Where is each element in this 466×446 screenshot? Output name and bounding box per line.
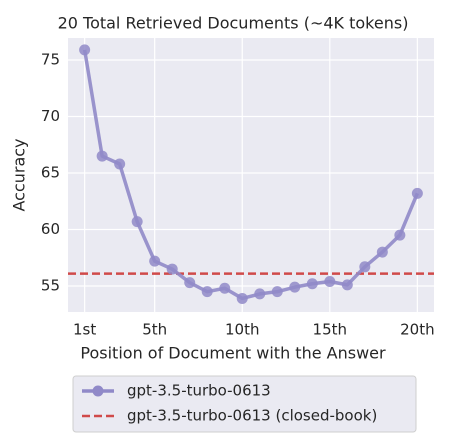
- point: [271, 286, 283, 298]
- legend: [72, 375, 417, 433]
- x-tick-label: 15th: [313, 321, 347, 339]
- point: [201, 286, 213, 298]
- point: [394, 229, 406, 241]
- point: [289, 281, 301, 293]
- legend-swatch: [92, 385, 104, 397]
- x-axis-label: Position of Document with the Answer: [80, 344, 386, 363]
- point: [254, 288, 266, 300]
- y-tick-label: 65: [41, 164, 60, 182]
- marks: [68, 44, 434, 304]
- y-tick-label: 75: [41, 51, 60, 69]
- point: [376, 246, 388, 258]
- x-tick-label: 5th: [142, 321, 167, 339]
- point: [114, 158, 126, 170]
- y-axis-label: Accuracy: [10, 138, 29, 211]
- x-tick-label: 20th: [400, 321, 434, 339]
- point: [324, 275, 336, 287]
- point: [166, 263, 178, 275]
- point: [96, 150, 108, 162]
- point: [131, 216, 143, 228]
- x-tick-label: 1st: [73, 321, 96, 339]
- legend-label: gpt-3.5-turbo-0613 (closed-book): [127, 407, 377, 425]
- y-tick-label: 70: [41, 107, 60, 125]
- point: [236, 292, 248, 304]
- chart-title: 20 Total Retrieved Documents (~4K tokens…: [58, 14, 409, 33]
- point: [184, 277, 196, 289]
- point: [306, 278, 318, 290]
- point: [149, 255, 161, 267]
- point: [359, 261, 371, 273]
- x-tick-label: 10th: [225, 321, 259, 339]
- point: [411, 187, 423, 199]
- point: [79, 44, 91, 56]
- point: [219, 282, 231, 294]
- point: [341, 279, 353, 291]
- y-tick-label: 60: [41, 220, 60, 238]
- y-tick-label: 55: [41, 277, 60, 295]
- legend-label: gpt-3.5-turbo-0613: [127, 382, 271, 400]
- plot-area: [68, 38, 434, 312]
